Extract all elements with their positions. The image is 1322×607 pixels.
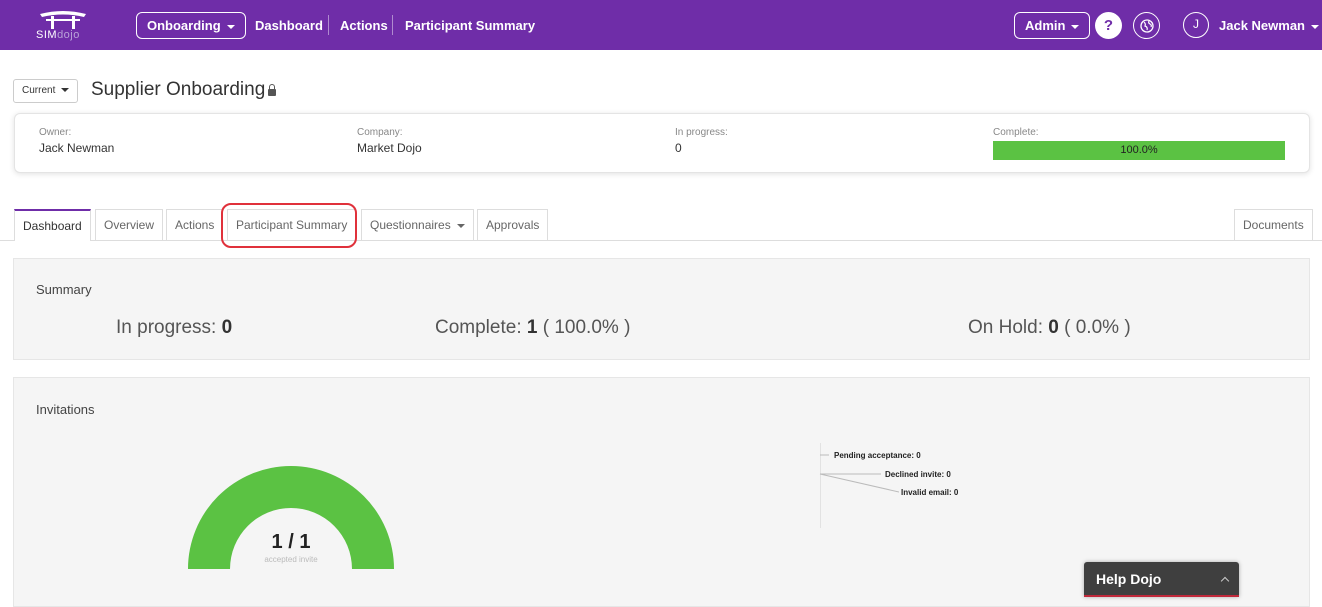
user-menu[interactable]: Jack Newman <box>1219 12 1319 39</box>
admin-dropdown-label: Admin <box>1025 18 1066 33</box>
summary-in-progress: In progress: 0 <box>116 317 232 339</box>
tab-participant-summary[interactable]: Participant Summary <box>227 209 357 240</box>
gauge-arc <box>188 465 394 569</box>
complete-label: Complete: <box>993 127 1039 138</box>
chevron-up-icon[interactable] <box>1220 576 1230 586</box>
torii-gate-icon <box>40 11 86 29</box>
owner-label: Owner: <box>39 127 72 138</box>
gauge-chart <box>188 465 394 569</box>
legend-declined-invite: Declined invite: 0 <box>885 470 951 479</box>
help-dojo-widget[interactable]: Help Dojo <box>1084 562 1239 597</box>
owner-info: Owner: Jack Newman <box>39 127 114 155</box>
tab-questionnaires-label: Questionnaires <box>370 218 451 232</box>
version-dropdown[interactable]: Current <box>13 79 79 103</box>
language-globe-button[interactable] <box>1133 12 1160 39</box>
globe-icon <box>1139 19 1154 33</box>
caret-down-icon <box>1311 24 1319 29</box>
summary-complete-pct: ( 100.0% ) <box>542 317 631 338</box>
caret-down-icon <box>456 223 465 228</box>
summary-on-hold-label: On Hold: <box>968 317 1043 338</box>
legend-pending-acceptance: Pending acceptance: 0 <box>834 451 921 460</box>
tab-approvals[interactable]: Approvals <box>477 209 549 240</box>
simdojo-logo[interactable]: SIMdojo <box>36 9 90 43</box>
summary-on-hold-pct: ( 0.0% ) <box>1064 317 1131 338</box>
company-label: Company: <box>357 127 403 138</box>
summary-complete-label: Complete: <box>435 317 522 338</box>
summary-in-progress-label: In progress: <box>116 317 217 338</box>
tab-actions[interactable]: Actions <box>166 209 224 240</box>
module-dropdown[interactable]: Onboarding <box>136 12 246 39</box>
in-progress-info: In progress: 0 <box>675 127 728 155</box>
company-value: Market Dojo <box>357 141 422 155</box>
nav-dashboard[interactable]: Dashboard <box>255 18 323 33</box>
tabs-baseline <box>0 240 1322 241</box>
company-info: Company: Market Dojo <box>357 127 422 155</box>
accepted-invite-gauge: 1 / 1 accepted invite <box>188 465 394 569</box>
event-info-card: Owner: Jack Newman Company: Market Dojo … <box>14 113 1310 173</box>
caret-down-icon <box>1071 24 1080 29</box>
tab-documents[interactable]: Documents <box>1234 209 1313 240</box>
lock-icon <box>268 84 277 96</box>
help-dojo-accent-bar <box>1084 595 1239 597</box>
tab-dashboard[interactable]: Dashboard <box>14 209 91 241</box>
invitations-legend-axis <box>820 443 821 528</box>
owner-value: Jack Newman <box>39 141 115 155</box>
summary-on-hold: On Hold: 0 ( 0.0% ) <box>968 317 1131 339</box>
gauge-caption: accepted invite <box>264 555 318 564</box>
summary-in-progress-value: 0 <box>221 317 233 338</box>
nav-participant-summary[interactable]: Participant Summary <box>405 18 536 33</box>
nav-divider <box>392 15 393 35</box>
user-avatar[interactable]: J <box>1183 12 1209 38</box>
legend-invalid-email: Invalid email: 0 <box>901 488 959 497</box>
caret-down-icon <box>226 24 235 29</box>
tab-questionnaires[interactable]: Questionnaires <box>361 209 474 240</box>
gauge-value: 1 / 1 <box>271 531 311 553</box>
complete-info: Complete: <box>993 127 1039 138</box>
legend-leader-lines <box>819 454 899 493</box>
help-question-button[interactable]: ? <box>1095 12 1122 39</box>
logo-text: SIMdojo <box>36 29 80 41</box>
page-title: Supplier Onboarding <box>91 79 277 101</box>
summary-complete-value: 1 <box>526 317 538 338</box>
top-navbar: SIMdojo Onboarding Dashboard Actions Par… <box>0 0 1322 50</box>
module-dropdown-label: Onboarding <box>147 18 221 33</box>
summary-title: Summary <box>36 282 92 297</box>
summary-panel: Summary In progress: 0 Complete: 1 ( 100… <box>13 258 1310 360</box>
nav-actions[interactable]: Actions <box>340 18 388 33</box>
tab-overview[interactable]: Overview <box>95 209 164 240</box>
complete-progress-bar: 100.0% <box>993 141 1285 160</box>
summary-complete: Complete: 1 ( 100.0% ) <box>435 317 630 339</box>
page-title-text: Supplier Onboarding <box>91 79 266 100</box>
invitations-title: Invitations <box>36 402 95 417</box>
help-dojo-label: Help Dojo <box>1096 571 1162 587</box>
nav-divider <box>328 15 329 35</box>
caret-down-icon <box>61 88 70 93</box>
user-name: Jack Newman <box>1219 18 1305 33</box>
in-progress-label: In progress: <box>675 127 728 138</box>
summary-on-hold-value: 0 <box>1048 317 1059 338</box>
in-progress-value: 0 <box>675 141 682 155</box>
version-dropdown-label: Current <box>22 85 56 96</box>
admin-dropdown[interactable]: Admin <box>1014 12 1091 39</box>
complete-progress-fill: 100.0% <box>993 141 1285 160</box>
